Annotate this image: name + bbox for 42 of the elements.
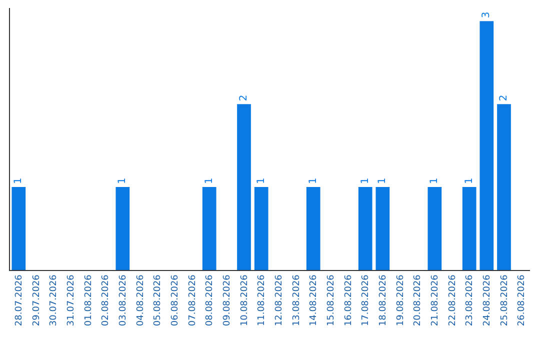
x-tick-label: 15.08.2026 <box>326 274 337 326</box>
x-tick-label: 29.07.2026 <box>32 274 42 326</box>
x-tick-label: 16.08.2026 <box>344 274 354 326</box>
x-tick-label: 09.08.2026 <box>222 274 233 326</box>
x-tick-label: 26.08.2026 <box>517 274 528 326</box>
x-tick-label: 14.08.2026 <box>309 274 320 326</box>
data-label: 1 <box>204 178 215 184</box>
x-tick-label: 17.08.2026 <box>361 274 372 326</box>
data-label: 1 <box>429 178 440 184</box>
x-tick-label: 08.08.2026 <box>205 274 216 326</box>
data-label: 3 <box>481 12 492 18</box>
x-tick-label: 13.08.2026 <box>292 274 302 326</box>
x-tick-label: 20.08.2026 <box>413 274 424 326</box>
data-label: 1 <box>13 178 24 184</box>
x-tick-label: 25.08.2026 <box>500 274 510 326</box>
data-label: 2 <box>498 94 510 102</box>
x-tick-label: 02.08.2026 <box>101 274 112 326</box>
x-tick-label: 22.08.2026 <box>448 274 458 326</box>
x-tick-label: 01.08.2026 <box>84 274 94 326</box>
data-label: 1 <box>117 178 128 184</box>
x-tick-label: 03.08.2026 <box>118 274 129 326</box>
x-tick-label: 21.08.2026 <box>430 274 441 326</box>
x-tick-label: 12.08.2026 <box>274 274 285 326</box>
data-label: 1 <box>360 178 371 184</box>
x-tick-label: 04.08.2026 <box>136 274 146 326</box>
x-tick-label: 31.07.2026 <box>66 274 77 326</box>
x-tick-label: 10.08.2026 <box>240 274 250 326</box>
x-tick-label: 19.08.2026 <box>396 274 406 326</box>
x-tick-label: 23.08.2026 <box>465 274 476 326</box>
data-label: 1 <box>377 178 388 184</box>
x-tick-label: 24.08.2026 <box>482 274 493 326</box>
data-label: 1 <box>256 178 267 184</box>
data-label: 1 <box>308 178 319 184</box>
x-tick-label: 28.07.2026 <box>14 274 25 326</box>
x-tick-label: 11.08.2026 <box>257 274 268 326</box>
x-tick-label: 18.08.2026 <box>378 274 389 326</box>
x-tick-label: 06.08.2026 <box>170 274 181 326</box>
data-label: 1 <box>464 178 475 184</box>
x-tick-label: 05.08.2026 <box>153 274 164 326</box>
x-tick-label: 07.08.2026 <box>188 274 198 326</box>
x-tick-label: 30.07.2026 <box>49 274 60 326</box>
data-label: 2 <box>238 94 250 102</box>
